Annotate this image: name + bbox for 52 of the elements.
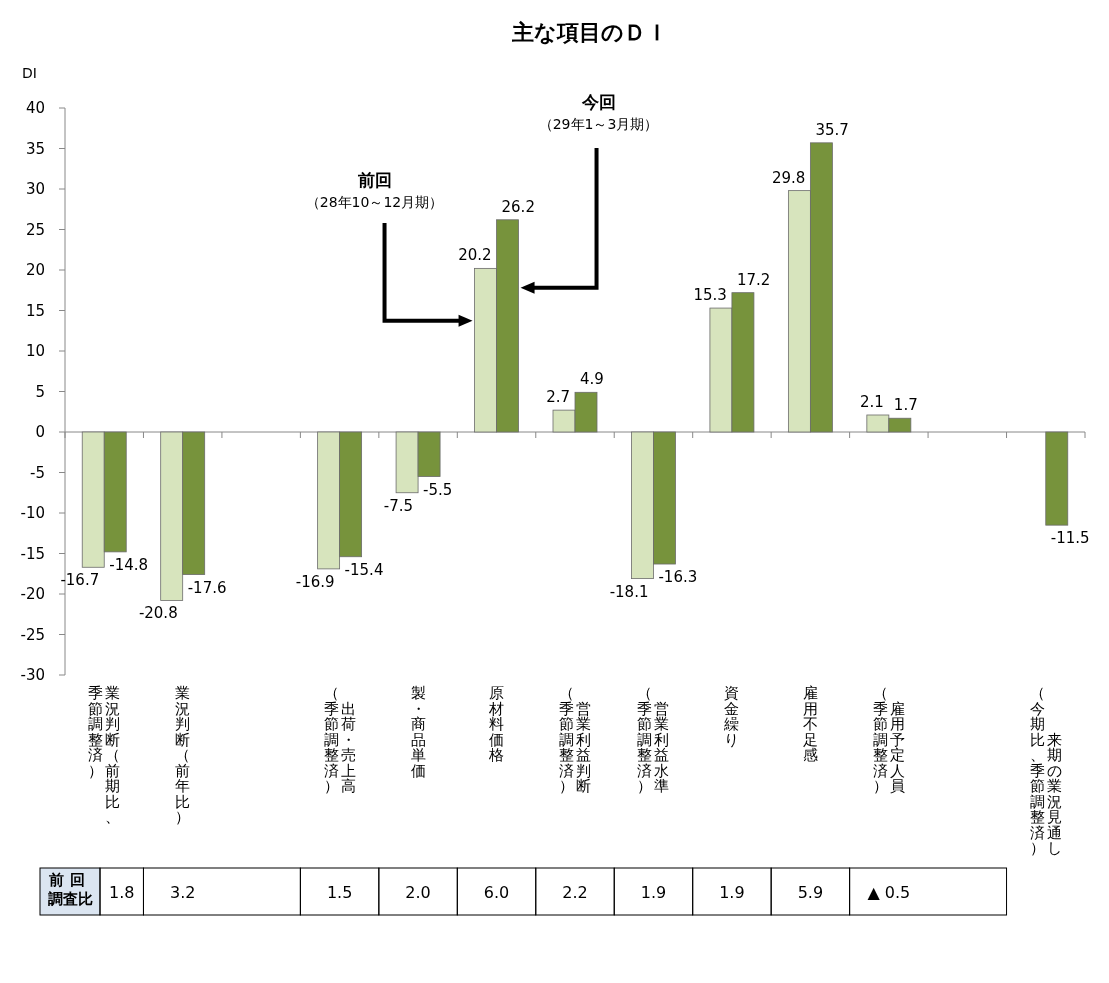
y-tick-label: -15 (20, 544, 45, 563)
x-tick-label: 業況判断（前年比） (174, 686, 192, 828)
data-label: -20.8 (138, 604, 178, 623)
data-label: 1.7 (893, 396, 918, 415)
x-tick-label: 原材料価格 (488, 686, 506, 766)
x-tick-label: 出荷・売上高（季節調整済） (322, 686, 357, 797)
x-tick-label: 業況判断（前期比、季節調整済） (87, 686, 122, 828)
data-label: 20.2 (458, 246, 492, 265)
x-tick-label: 雇用予定人員（季節調整済） (871, 686, 906, 797)
x-tick-label: 営業利益判断（季節調整済） (558, 686, 592, 797)
data-label: -5.5 (423, 480, 453, 499)
chart-title: 主な項目のＤＩ (511, 20, 668, 45)
note: 今回（29年1～3月期） (538, 91, 659, 134)
y-tick-label: -25 (20, 625, 45, 644)
data-label: -18.1 (609, 582, 649, 601)
y-tick-label: 30 (25, 180, 45, 198)
y-tick-label: -5 (30, 463, 45, 482)
y-tick-label: 5 (35, 382, 45, 401)
data-label: -11.5 (1050, 529, 1090, 548)
y-tick-label: 20 (25, 261, 45, 279)
data-label: -15.4 (344, 560, 384, 579)
y-axis-title: DI (22, 65, 37, 81)
x-tick-label: 営業利益水準（季節調整済） (636, 686, 671, 797)
x-tick-label: 来期の業況見通し（今期比、季節調整済） (1028, 686, 1063, 859)
data-label: 2.7 (546, 388, 570, 407)
note: 前回（28年10～12月期） (305, 169, 444, 212)
data-label: -17.6 (187, 578, 227, 597)
data-label: 29.8 (772, 168, 806, 187)
y-tick-label: 40 (25, 99, 45, 117)
data-label: 4.9 (580, 370, 604, 389)
x-tick-label: 雇用不足感 (801, 686, 819, 766)
data-label: 17.2 (736, 270, 771, 289)
data-label: -7.5 (383, 496, 414, 515)
y-tick-label: -30 (20, 666, 45, 684)
y-tick-label: 0 (35, 423, 45, 441)
y-tick-label: 10 (25, 342, 45, 360)
data-label: -16.3 (658, 568, 698, 587)
data-label: 15.3 (693, 286, 727, 305)
x-tick-label: 製・商品単価 (409, 686, 427, 781)
x-tick-label: 資金繰り (723, 686, 741, 750)
data-label: 2.1 (860, 393, 884, 411)
data-label: -16.7 (60, 571, 100, 590)
data-label: -16.9 (295, 572, 335, 591)
table-header: 前回調査比 (47, 871, 93, 909)
data-label: 35.7 (815, 120, 849, 139)
y-tick-label: -20 (20, 585, 45, 603)
data-label: 26.2 (501, 197, 535, 216)
y-tick-label: -10 (20, 504, 45, 522)
data-label: -14.8 (109, 555, 149, 574)
y-tick-label: 15 (25, 301, 45, 320)
y-tick-label: 35 (25, 139, 45, 158)
y-tick-label: 25 (25, 220, 45, 239)
